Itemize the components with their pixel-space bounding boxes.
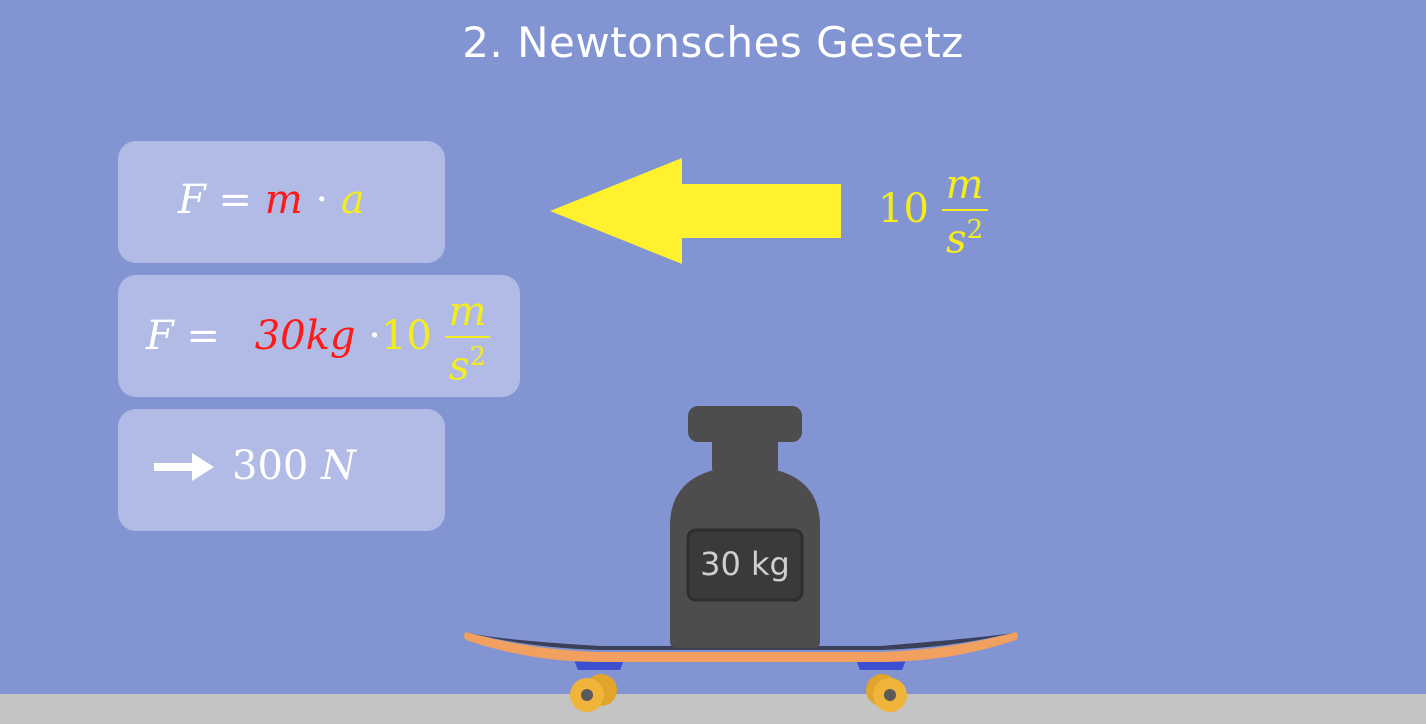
formula-box-substituted: F = 30kg ·10 m s2 [118,275,520,397]
arrow-right-icon [154,453,214,481]
multiply-dot: · [315,177,329,223]
ground [0,694,1426,724]
acceleration-value: 10 [380,313,432,359]
equals-sign: = [186,313,220,359]
result-number: 300 [232,443,309,489]
unit-exponent: 2 [469,341,487,372]
formula-general: F = m · a [178,177,365,223]
mass-symbol: m [264,177,303,223]
force-arrow-left-icon [550,158,841,264]
result-value: 300 N [232,443,356,489]
formula-box-general: F = m · a [118,141,445,263]
fraction-bar [941,208,988,211]
mass-value: 30kg [254,313,356,359]
force-symbol: F [178,177,206,223]
result-box: 300 N [118,409,445,531]
unit-numerator: m [448,288,487,335]
equals-sign: = [218,177,252,223]
unit-denominator: s [448,343,470,390]
label-denominator: s [946,216,967,263]
page-title: 2. Newtonsches Gesetz [462,18,964,67]
multiply-dot: · [368,313,381,359]
weight-icon [670,406,820,648]
force-symbol: F [146,313,174,359]
acceleration-label-value: 10 [878,186,929,232]
result-unit: N [321,443,357,489]
label-exponent: 2 [966,214,984,245]
skateboard-icon [464,632,1018,712]
formula-substituted: F = 30kg ·10 m s2 [146,287,491,390]
acceleration-label-fraction: m s2 [941,161,988,263]
acceleration-label: 10 m s2 [878,154,988,264]
fraction-bar [444,335,491,338]
acceleration-symbol: a [340,177,365,223]
label-numerator: m [945,161,984,208]
acceleration-unit-fraction: m s2 [444,288,491,390]
weight-label: 30 kg [700,545,790,583]
